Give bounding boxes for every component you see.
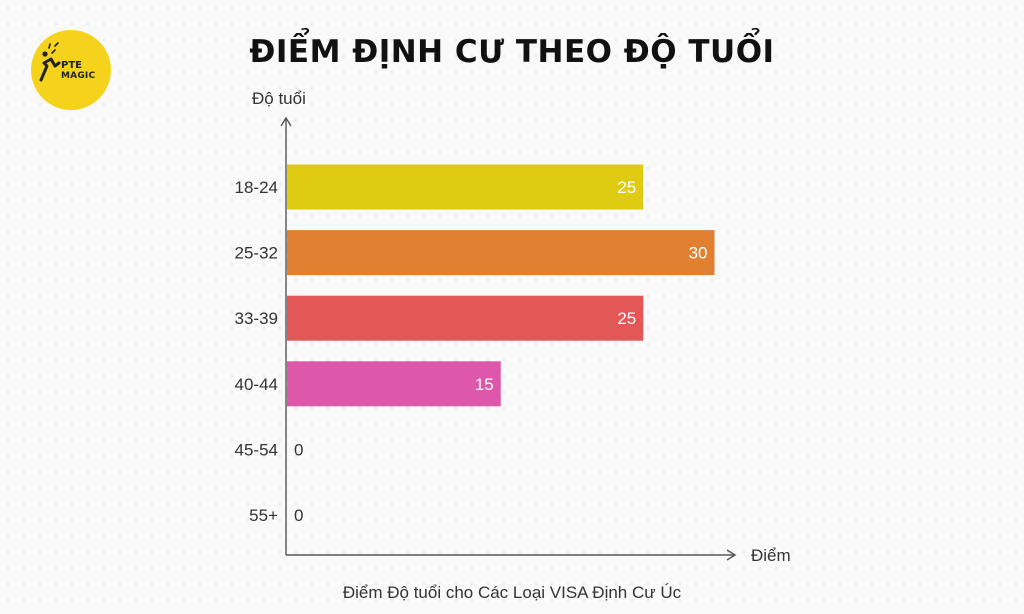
bar	[287, 295, 644, 341]
bar	[287, 361, 501, 407]
chart-title: ĐIỂM ĐỊNH CƯ THEO ĐỘ TUỔI	[249, 34, 775, 70]
y-tick-label: 18-24	[235, 178, 278, 197]
bar-value-label: 25	[617, 309, 636, 328]
bar-value-label: 0	[294, 440, 303, 459]
y-tick-label: 55+	[249, 506, 278, 525]
brand-name-line1: PTE	[61, 60, 82, 71]
bar-value-label: 0	[294, 506, 303, 525]
bar	[287, 164, 644, 210]
x-axis-label: Điểm	[751, 546, 791, 565]
labels-group: 18-24 25 25-32 30 33-39 25 40-44 15 45-54 0 55+ 0	[235, 178, 708, 525]
bars-group	[287, 164, 715, 407]
chart-caption: Điểm Độ tuổi cho Các Loại VISA Định Cư Ú…	[343, 583, 682, 602]
y-tick-label: 45-54	[235, 440, 278, 459]
pte-magic-logo: PTE MAGIC	[31, 30, 111, 110]
y-tick-label: 33-39	[235, 309, 278, 328]
chart-axes	[280, 116, 737, 561]
bar-value-label: 30	[689, 244, 708, 263]
x-axis-arrow	[726, 549, 737, 561]
y-axis-label: Độ tuổi	[252, 89, 306, 108]
bar-value-label: 15	[475, 375, 494, 394]
y-tick-label: 40-44	[235, 375, 278, 394]
bar	[287, 230, 715, 276]
bar-value-label: 25	[617, 178, 636, 197]
brand-name-line2: MAGIC	[61, 71, 96, 81]
runner-icon	[39, 42, 61, 82]
y-axis-arrow	[280, 116, 292, 127]
y-tick-label: 25-32	[235, 244, 278, 263]
